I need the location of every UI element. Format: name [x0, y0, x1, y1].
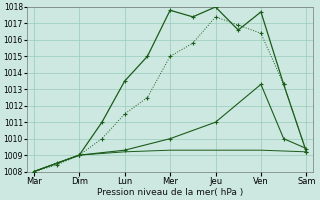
X-axis label: Pression niveau de la mer( hPa ): Pression niveau de la mer( hPa ) — [97, 188, 243, 197]
